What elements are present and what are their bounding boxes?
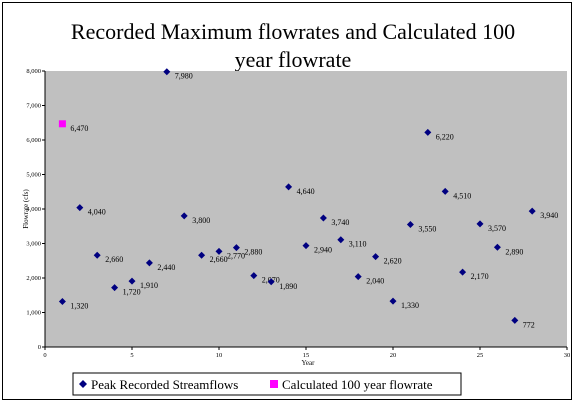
peak-flow-point: [145, 259, 153, 267]
x-tick-label: 10: [216, 352, 223, 359]
y-tick-label: 7,000: [26, 103, 41, 110]
data-label: 2,660: [210, 255, 228, 264]
peak-flow-point: [424, 128, 432, 136]
x-tick-label: 20: [390, 352, 397, 359]
scatter-chart: Recorded Maximum flowrates and Calculate…: [22, 19, 570, 396]
y-tick-label: 6,000: [26, 137, 41, 144]
peak-flow-point: [302, 242, 310, 250]
peak-flow-point: [319, 214, 327, 222]
peak-flow-point: [250, 272, 258, 280]
legend-label-peak: Peak Recorded Streamflows: [91, 377, 238, 392]
data-label: 6,470: [70, 124, 88, 133]
data-label: 1,890: [279, 282, 297, 291]
peak-flow-point: [354, 273, 362, 281]
peak-flow-point: [459, 268, 467, 276]
legend: Peak Recorded Streamflows Calculated 100…: [72, 372, 462, 396]
x-tick-label: 30: [564, 352, 571, 359]
data-label: 2,660: [105, 255, 123, 264]
peak-flow-point: [198, 251, 206, 259]
data-label: 2,880: [244, 248, 262, 257]
axis-ticks: 0 1,000 2,000 3,000 4,000 5,000 6,000 7,000 8,00…: [26, 68, 570, 359]
y-tick-label: 4,000: [26, 206, 41, 213]
peak-flow-point: [511, 316, 519, 324]
x-tick-label: 15: [303, 352, 310, 359]
data-label: 2,620: [384, 257, 402, 266]
peak-flow-point: [528, 207, 536, 215]
peak-flow-point: [163, 68, 171, 76]
x-axis-label: Year: [302, 359, 316, 367]
y-tick-label: 8,000: [26, 68, 41, 75]
data-label: 3,800: [192, 216, 210, 225]
data-label: 6,220: [436, 132, 454, 141]
y-tick-label: 2,000: [26, 275, 41, 282]
peak-flow-point: [58, 297, 66, 305]
peak-flow-point: [180, 212, 188, 220]
chart-title-line-1: Recorded Maximum flowrates and Calculate…: [71, 19, 515, 44]
y-axis-label: Flowrate (cfs): [22, 189, 30, 229]
x-tick-label: 5: [130, 352, 133, 359]
peak-flow-point: [93, 251, 101, 259]
data-label: 3,740: [331, 218, 349, 227]
legend-marker-calculated: [270, 380, 278, 388]
legend-marker-peak: [79, 380, 87, 388]
calculated-flow-point: [58, 120, 66, 128]
x-tick-label: 25: [477, 352, 484, 359]
data-label: 2,770: [227, 251, 245, 260]
data-label: 2,170: [471, 272, 489, 281]
data-label: 2,040: [366, 277, 384, 286]
peak-flow-point: [111, 284, 119, 292]
chart-title-line-2: year flowrate: [235, 47, 352, 72]
data-label: 3,550: [418, 225, 436, 234]
data-label: 3,570: [488, 224, 506, 233]
peak-flow-point: [285, 183, 293, 191]
data-label: 7,980: [175, 72, 193, 81]
plot-area: [45, 71, 567, 347]
x-tick-label: 0: [43, 352, 46, 359]
legend-box: [72, 372, 462, 396]
data-label: 4,040: [88, 208, 106, 217]
legend-label-calculated: Calculated 100 year flowrate: [282, 377, 433, 392]
peak-flow-point: [441, 187, 449, 195]
peak-flow-point: [76, 204, 84, 212]
data-label: 1,330: [401, 301, 419, 310]
data-label: 772: [523, 320, 535, 329]
y-tick-label: 3,000: [26, 241, 41, 248]
peak-flow-point: [215, 247, 223, 255]
peak-flow-point: [232, 244, 240, 252]
data-label: 1,910: [140, 281, 158, 290]
peak-flow-point: [406, 221, 414, 229]
data-label: 2,940: [314, 246, 332, 255]
data-label: 2,890: [505, 247, 523, 256]
peak-flow-point: [128, 277, 136, 285]
peak-flow-point: [267, 278, 275, 286]
y-tick-label: 5,000: [26, 172, 41, 179]
data-label: 4,510: [453, 191, 471, 200]
peak-flow-point: [337, 236, 345, 244]
peak-flow-point: [493, 243, 501, 251]
data-label: 1,720: [123, 288, 141, 297]
peak-flow-point: [389, 297, 397, 305]
y-tick-label: 1,000: [26, 310, 41, 317]
y-tick-label: 0: [38, 344, 41, 351]
data-label: 2,440: [157, 263, 175, 272]
data-label: 1,320: [70, 301, 88, 310]
data-label: 4,640: [297, 187, 315, 196]
peak-flow-point: [476, 220, 484, 228]
data-label: 3,110: [349, 240, 367, 249]
data-label: 3,940: [540, 211, 558, 220]
chart-frame: Recorded Maximum flowrates and Calculate…: [2, 2, 572, 400]
peak-flow-point: [372, 253, 380, 261]
